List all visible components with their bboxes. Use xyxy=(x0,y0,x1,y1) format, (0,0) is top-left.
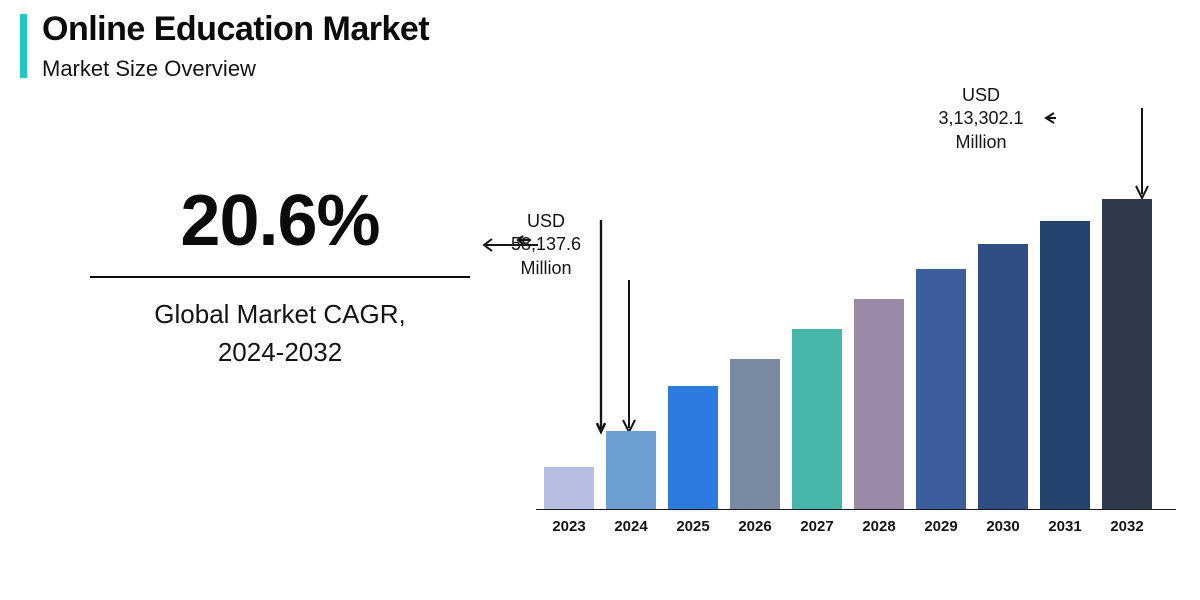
bar-2030 xyxy=(978,244,1028,509)
accent-bar xyxy=(20,14,27,78)
bar-2026 xyxy=(730,359,780,509)
bar-2028 xyxy=(854,299,904,509)
xlabel-2: 2025 xyxy=(662,518,724,535)
cagr-label-line2: 2024-2032 xyxy=(70,334,490,372)
cagr-label-line1: Global Market CAGR, xyxy=(70,296,490,334)
xlabel-1: 2024 xyxy=(600,518,662,535)
xlabel-8: 2031 xyxy=(1034,518,1096,535)
xlabel-6: 2029 xyxy=(910,518,972,535)
callout-end-l1: USD xyxy=(906,84,1056,107)
page-subtitle: Market Size Overview xyxy=(42,56,256,82)
xlabel-9: 2032 xyxy=(1096,518,1158,535)
bar-2031 xyxy=(1040,221,1090,509)
cagr-divider xyxy=(90,276,470,278)
chart-plot xyxy=(536,180,1176,510)
x-axis-labels: 2023 2024 2025 2026 2027 2028 2029 2030 … xyxy=(536,518,1176,540)
callout-end-l3: Million xyxy=(906,131,1056,154)
xlabel-0: 2023 xyxy=(538,518,600,535)
arrow-start-left-icon xyxy=(480,235,540,255)
bar-2032 xyxy=(1102,199,1152,509)
xlabel-5: 2028 xyxy=(848,518,910,535)
bar-chart: USD 58,137.6 Million USD 3,13,302.1 Mill… xyxy=(536,120,1176,550)
bar-2025 xyxy=(668,386,718,509)
xlabel-3: 2026 xyxy=(724,518,786,535)
cagr-block: 20.6% Global Market CAGR, 2024-2032 xyxy=(70,180,490,371)
bar-2027 xyxy=(792,329,842,509)
xlabel-7: 2030 xyxy=(972,518,1034,535)
callout-end: USD 3,13,302.1 Million xyxy=(906,84,1056,154)
bar-2029 xyxy=(916,269,966,509)
xlabel-4: 2027 xyxy=(786,518,848,535)
page-title: Online Education Market xyxy=(42,10,429,49)
callout-end-l2: 3,13,302.1 xyxy=(906,107,1056,130)
bar-2023 xyxy=(544,467,594,509)
bar-2024 xyxy=(606,431,656,509)
cagr-value: 20.6% xyxy=(70,180,490,262)
